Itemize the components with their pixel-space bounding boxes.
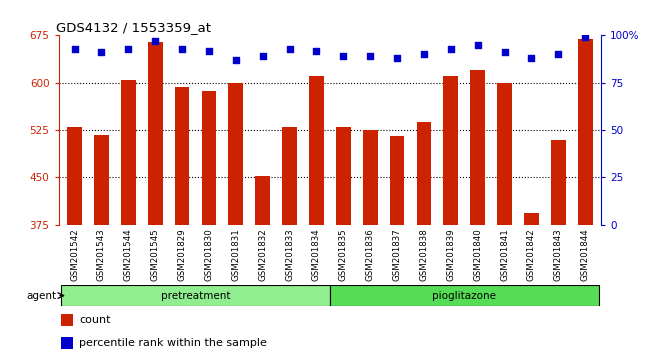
Bar [148, 42, 162, 225]
Point [96, 50, 107, 55]
Bar [94, 135, 109, 225]
Bar [67, 127, 82, 225]
Bar [61, 314, 73, 326]
Point [446, 46, 456, 51]
Bar [228, 83, 243, 225]
Text: GSM201542: GSM201542 [70, 228, 79, 281]
Text: GSM201835: GSM201835 [339, 228, 348, 281]
Bar [175, 87, 190, 225]
Bar [443, 76, 458, 225]
Bar [336, 127, 351, 225]
Bar [202, 91, 216, 225]
Bar [578, 39, 593, 225]
Text: GSM201836: GSM201836 [366, 228, 374, 281]
Text: GSM201545: GSM201545 [151, 228, 160, 281]
Bar [121, 80, 136, 225]
Text: pretreatment: pretreatment [161, 291, 230, 301]
Text: pioglitazone: pioglitazone [432, 291, 496, 301]
Bar [309, 76, 324, 225]
Bar [255, 176, 270, 225]
Text: percentile rank within the sample: percentile rank within the sample [79, 338, 267, 348]
Point [70, 46, 80, 51]
Point [284, 46, 294, 51]
FancyBboxPatch shape [61, 285, 330, 306]
Point [203, 48, 214, 53]
Bar [363, 130, 378, 225]
Point [499, 50, 510, 55]
Point [257, 53, 268, 59]
Text: GSM201844: GSM201844 [580, 228, 590, 281]
Bar [497, 83, 512, 225]
Text: GSM201841: GSM201841 [500, 228, 509, 281]
Bar [417, 122, 432, 225]
Point [123, 46, 133, 51]
Point [580, 34, 590, 40]
Text: GSM201833: GSM201833 [285, 228, 294, 281]
Point [473, 42, 483, 48]
Text: GSM201829: GSM201829 [177, 228, 187, 281]
Text: GSM201840: GSM201840 [473, 228, 482, 281]
Point [365, 53, 376, 59]
Point [338, 53, 348, 59]
Text: GSM201834: GSM201834 [312, 228, 321, 281]
Bar [282, 127, 297, 225]
Point [392, 55, 402, 61]
Text: GSM201543: GSM201543 [97, 228, 106, 281]
Bar [551, 139, 566, 225]
Bar [61, 337, 73, 349]
Point [419, 51, 429, 57]
Point [177, 46, 187, 51]
Point [553, 51, 564, 57]
Text: GSM201830: GSM201830 [205, 228, 213, 281]
Text: GSM201842: GSM201842 [527, 228, 536, 281]
Text: GSM201832: GSM201832 [258, 228, 267, 281]
Point [150, 38, 161, 44]
Text: GSM201837: GSM201837 [393, 228, 402, 281]
Bar [389, 136, 404, 225]
Text: GSM201843: GSM201843 [554, 228, 563, 281]
Text: GSM201839: GSM201839 [447, 228, 455, 281]
Text: GDS4132 / 1553359_at: GDS4132 / 1553359_at [56, 21, 211, 34]
Point [231, 57, 241, 63]
Text: agent: agent [26, 291, 57, 301]
Bar [470, 70, 485, 225]
FancyBboxPatch shape [330, 285, 599, 306]
Text: GSM201838: GSM201838 [419, 228, 428, 281]
Text: GSM201544: GSM201544 [124, 228, 133, 281]
Point [526, 55, 537, 61]
Point [311, 48, 322, 53]
Text: GSM201831: GSM201831 [231, 228, 240, 281]
Text: count: count [79, 315, 110, 325]
Bar [524, 213, 539, 225]
